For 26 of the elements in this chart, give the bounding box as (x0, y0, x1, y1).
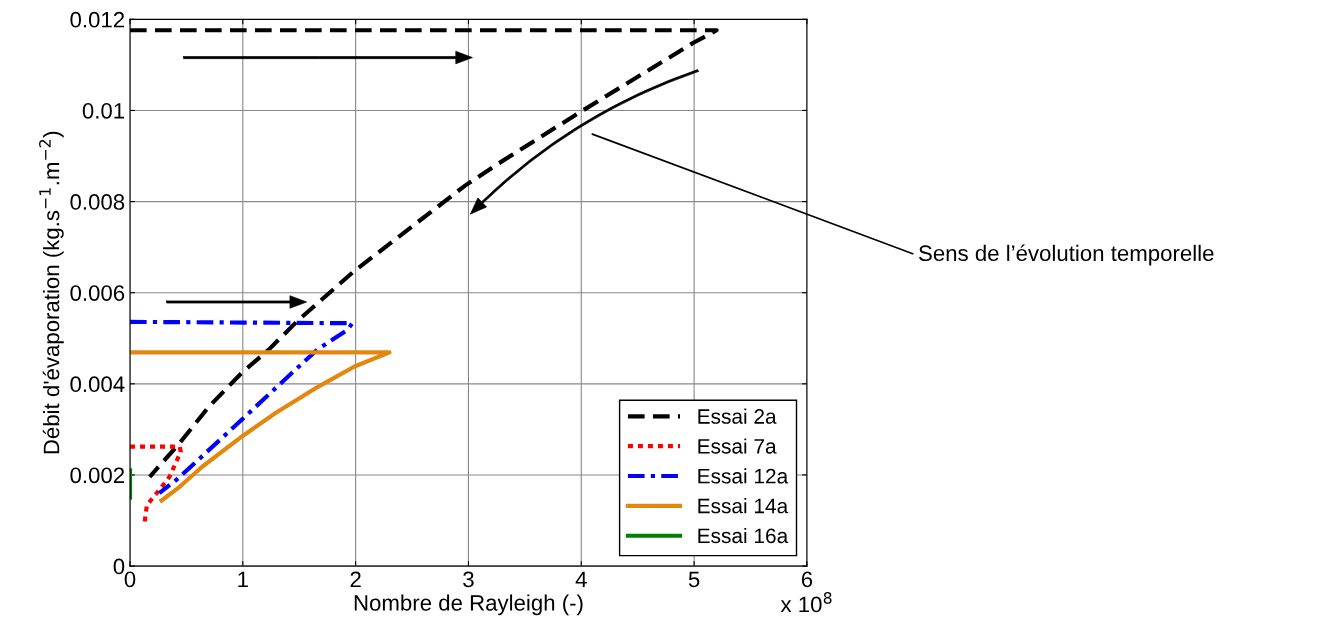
legend-label: Essai 14a (698, 498, 789, 514)
y-tick-label: 0.006 (70, 285, 125, 301)
y-tick-label: 0.012 (70, 11, 125, 28)
y-axis-title: Débit d'évaporation (kg.s$^{−1}$.m$^{−2}$) (39, 131, 64, 454)
x-tick-label: 4 (575, 571, 587, 588)
x-tick-label: 3 (463, 571, 474, 588)
x-tick-label: 0 (124, 571, 136, 588)
y-tick-label: 0.002 (70, 467, 125, 484)
x-axis-title: Nombre de Rayleigh (-) (354, 594, 583, 616)
y-tick-label: 0 (113, 558, 125, 575)
legend-label: Essai 12a (698, 468, 789, 484)
x-tick-label: 6 (801, 571, 813, 588)
line-series (129, 319, 355, 496)
x-tick-label: 1 (238, 571, 248, 588)
x-tick-label: 5 (688, 571, 700, 588)
legend-label: Essai 16a (698, 527, 789, 544)
y-tick-label: 0.004 (70, 376, 125, 393)
line-series (129, 444, 183, 524)
legend-label: Essai 7a (698, 438, 777, 454)
y-tick-label: 0.01 (82, 102, 125, 119)
y-tick-label: 0.008 (70, 194, 125, 210)
legend-label: Essai 2a (698, 408, 777, 424)
x-tick-label: 2 (350, 571, 361, 588)
text: x 10$^{8}$ (780, 592, 832, 613)
line-series (129, 350, 392, 503)
text: Sens de l’évolution temporelle (919, 244, 1214, 266)
